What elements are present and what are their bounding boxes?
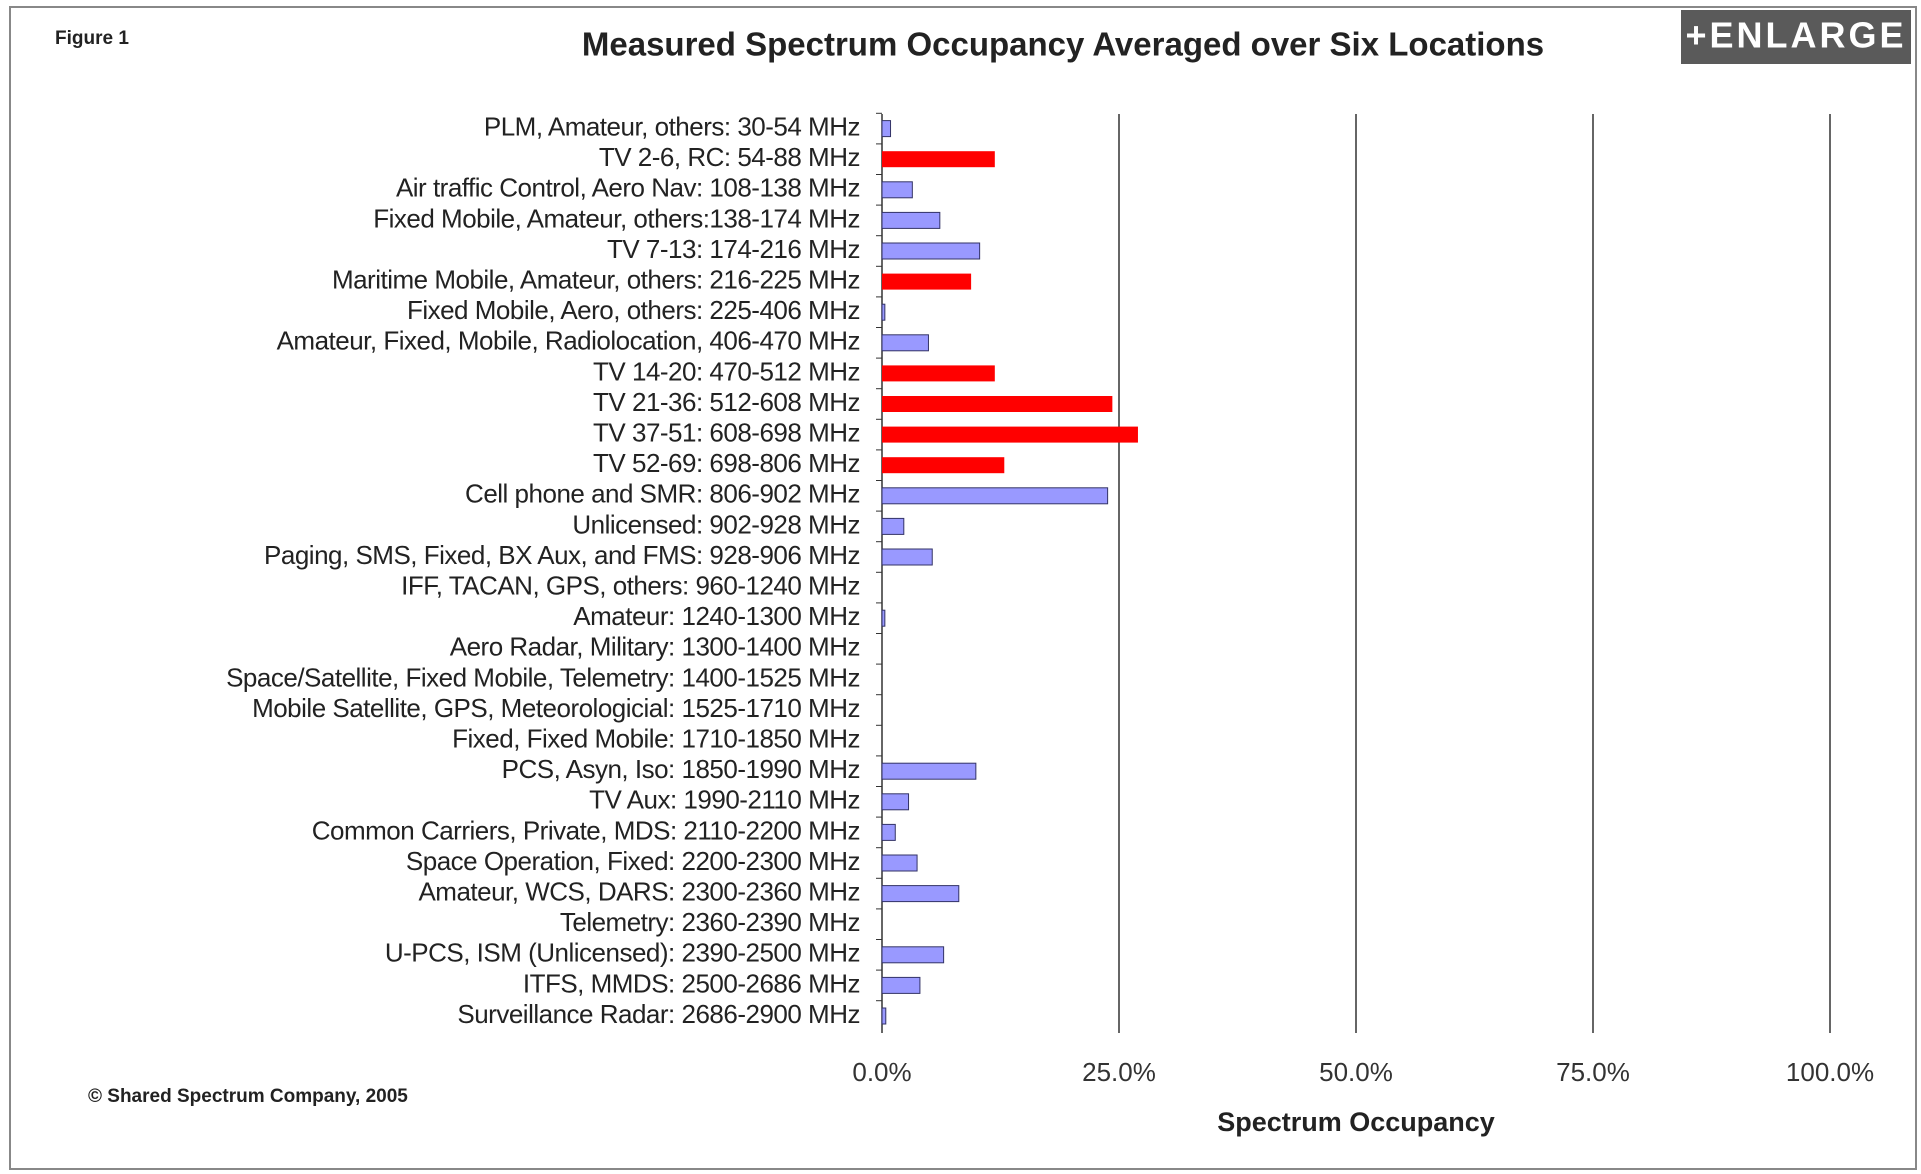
bar [882,365,995,382]
y-tick-label: TV 52-69: 698-806 MHz [593,448,860,478]
y-tick-label: Amateur, Fixed, Mobile, Radiolocation, 4… [277,326,860,356]
y-tick-label: Fixed Mobile, Amateur, others:138-174 MH… [373,203,860,233]
bar [881,1007,887,1025]
y-tick-label: Paging, SMS, Fixed, BX Aux, and FMS: 928… [264,540,860,570]
bar [881,946,945,964]
credit: © Shared Spectrum Company, 2005 [88,1086,408,1107]
bar [881,762,977,780]
y-tick-label: TV 7-13: 174-216 MHz [607,234,860,264]
bar [881,517,905,535]
y-tick-label: Amateur: 1240-1300 MHz [573,601,860,631]
enlarge-button-bg[interactable] [1681,10,1911,64]
enlarge-button[interactable]: +ENLARGE [1681,10,1911,64]
y-tick-label: Space Operation, Fixed: 2200-2300 MHz [406,846,860,876]
y-tick-label: Maritime Mobile, Amateur, others: 216-22… [332,264,860,294]
bar [881,303,886,321]
bar [881,885,960,903]
y-tick-label: Common Carriers, Private, MDS: 2110-2200… [312,815,860,845]
bar [881,487,1109,505]
chart-title: Measured Spectrum Occupancy Averaged ove… [582,26,1544,63]
y-tick-label: Cell phone and SMR: 806-902 MHz [465,479,860,509]
x-tick-label: 100.0% [1786,1057,1874,1087]
y-tick-label: Aero Radar, Military: 1300-1400 MHz [450,632,860,662]
y-tick-label: Amateur, WCS, DARS: 2300-2360 MHz [418,876,860,906]
frame [9,6,1917,1170]
y-tick-label: Fixed Mobile, Aero, others: 225-406 MHz [407,295,860,325]
bar [881,242,981,260]
bar [882,151,995,168]
y-tick-label: ITFS, MMDS: 2500-2686 MHz [523,968,860,998]
x-tick-label: 25.0% [1082,1057,1156,1087]
y-tick-label: TV 37-51: 608-698 MHz [593,417,860,447]
bar [881,211,941,229]
figure-label: Figure 1 [55,28,129,49]
y-tick-label: TV 14-20: 470-512 MHz [593,356,860,386]
x-tick-label: 75.0% [1556,1057,1630,1087]
enlarge-button-label[interactable]: +ENLARGE [1685,15,1906,56]
y-tick-label: IFF, TACAN, GPS, others: 960-1240 MHz [401,570,860,600]
y-tick-label: Telemetry: 2360-2390 MHz [560,907,860,937]
y-tick-label: Space/Satellite, Fixed Mobile, Telemetry… [226,662,860,692]
x-axis-label: Spectrum Occupancy [1217,1107,1495,1137]
y-tick-label: Surveillance Radar: 2686-2900 MHz [457,999,860,1029]
bar [881,976,921,994]
bar [882,396,1113,412]
bar [882,273,972,290]
bar [881,548,933,566]
bar [881,120,892,138]
y-tick-label: U-PCS, ISM (Unlicensed): 2390-2500 MHz [385,938,860,968]
y-tick-label: Unlicensed: 902-928 MHz [572,509,860,539]
y-tick-label: PLM, Amateur, others: 30-54 MHz [484,111,860,141]
bar [881,854,918,872]
bar [882,426,1138,443]
bar [882,457,1005,474]
bar [881,609,886,627]
bar [881,793,910,811]
y-tick-label: TV 21-36: 512-608 MHz [593,387,860,417]
y-tick-label: TV Aux: 1990-2110 MHz [589,785,860,815]
y-tick-label: Fixed, Fixed Mobile: 1710-1850 MHz [452,723,860,753]
bar [881,823,896,841]
y-tick-label: TV 2-6, RC: 54-88 MHz [599,142,860,172]
y-tick-label: PCS, Asyn, Iso: 1850-1990 MHz [502,754,860,784]
y-tick-label: Mobile Satellite, GPS, Meteorologicial: … [252,693,860,723]
bar [881,334,929,352]
y-tick-label: Air traffic Control, Aero Nav: 108-138 M… [396,173,860,203]
x-tick-label: 0.0% [852,1057,911,1087]
x-tick-label: 50.0% [1319,1057,1393,1087]
bar [881,181,913,199]
